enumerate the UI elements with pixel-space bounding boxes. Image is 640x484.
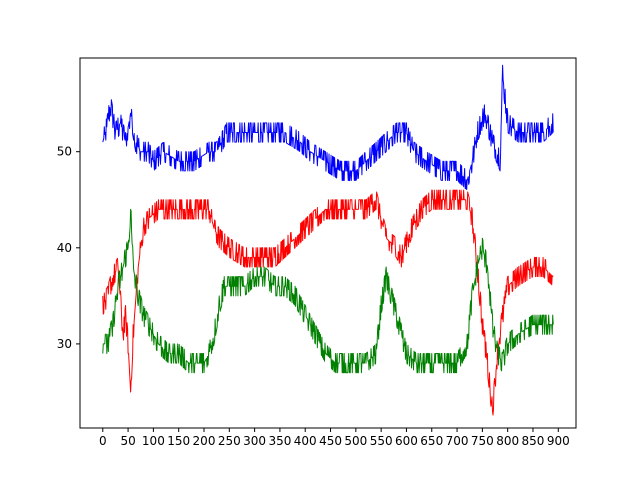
x-tick-label: 100 [142, 434, 165, 448]
series-2-line [102, 189, 554, 416]
series-layer [102, 64, 554, 416]
x-tick-label: 850 [522, 434, 545, 448]
x-tick-label: 0 [99, 434, 107, 448]
y-tick-label: 30 [57, 337, 72, 351]
y-tick-label: 50 [57, 145, 72, 159]
x-tick-label: 50 [120, 434, 135, 448]
x-tick-label: 450 [319, 434, 342, 448]
x-tick-label: 250 [218, 434, 241, 448]
x-tick-label: 400 [294, 434, 317, 448]
x-tick-label: 700 [446, 434, 469, 448]
x-tick-label: 600 [395, 434, 418, 448]
x-tick-label: 500 [344, 434, 367, 448]
x-tick-label: 200 [193, 434, 216, 448]
x-tick-label: 550 [370, 434, 393, 448]
series-3-line [102, 208, 554, 374]
plot-frame [79, 57, 577, 429]
x-tick-label: 650 [420, 434, 443, 448]
x-tick-label: 800 [496, 434, 519, 448]
y-tick-label: 40 [57, 241, 72, 255]
series-1-line [102, 64, 554, 191]
x-tick-label: 300 [243, 434, 266, 448]
x-tick-label: 150 [167, 434, 190, 448]
axis-layer: 0 50 100 150 200 250 300 350 400 450 500 550 600 650 7… [57, 145, 570, 448]
x-tick-label: 350 [268, 434, 291, 448]
x-tick-label: 900 [547, 434, 570, 448]
x-tick-label: 750 [471, 434, 494, 448]
